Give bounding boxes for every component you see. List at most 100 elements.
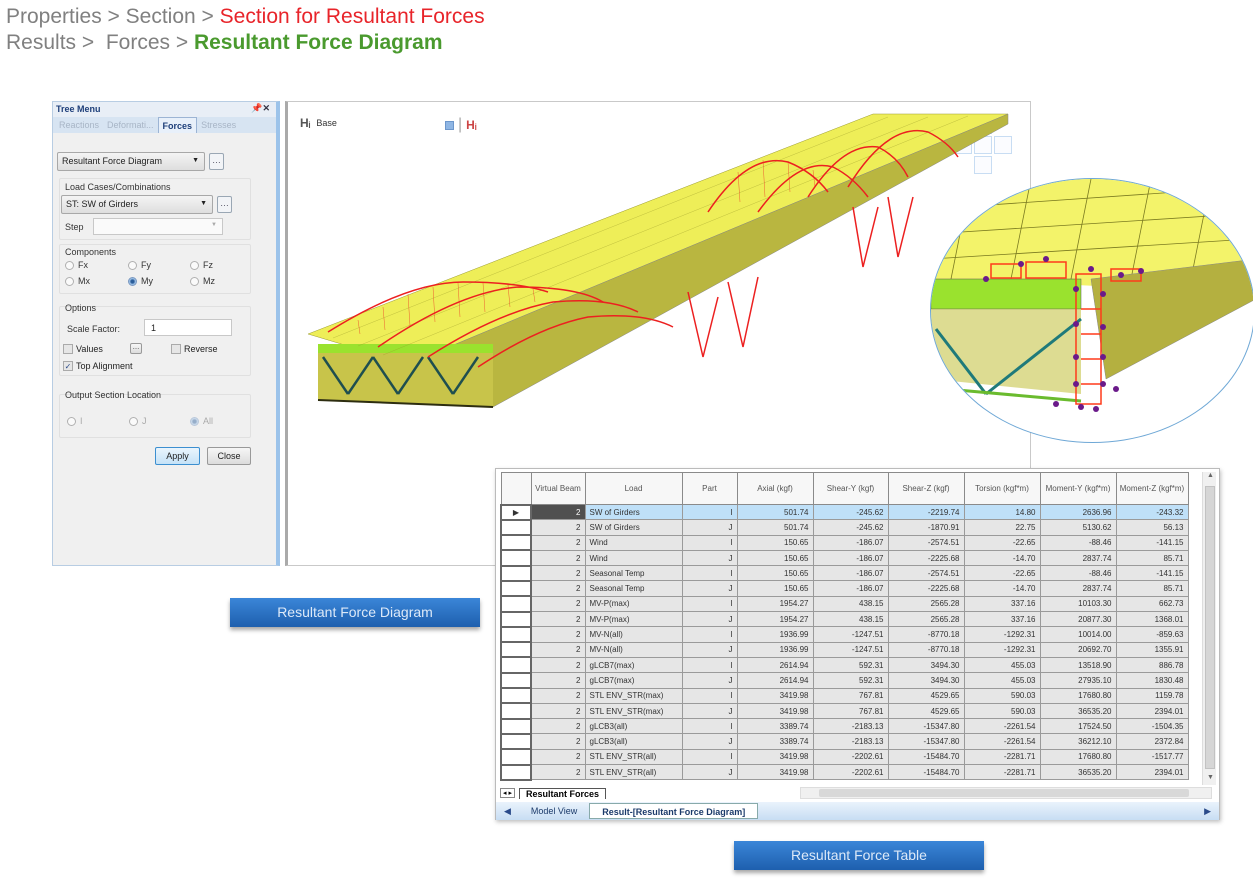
story-level-red-icon[interactable]: Hᵢ bbox=[466, 118, 477, 132]
cell-torsion[interactable]: -22.65 bbox=[963, 565, 1041, 582]
row-selector[interactable] bbox=[500, 656, 532, 674]
row-selector[interactable] bbox=[500, 763, 532, 781]
cell-part[interactable]: J bbox=[681, 580, 738, 597]
table-row[interactable]: 2 MV-P(max) J 1954.27 438.15 2565.28 337.16 208… bbox=[500, 610, 1189, 628]
cell-shear-z[interactable]: 4529.65 bbox=[887, 702, 965, 720]
table-row[interactable]: 2 gLCB7(max) J 2614.94 592.31 3494.30 455.03 27… bbox=[500, 671, 1189, 690]
cell-shear-y[interactable]: 767.81 bbox=[812, 687, 889, 704]
cell-moment-y[interactable]: 5130.62 bbox=[1039, 519, 1117, 536]
cell-load[interactable]: MV-P(max) bbox=[584, 611, 683, 628]
cell-moment-z[interactable]: 2394.01 bbox=[1115, 764, 1189, 781]
cell-shear-z[interactable]: -15484.70 bbox=[887, 748, 965, 766]
scroll-down-icon[interactable]: ▼ bbox=[1207, 774, 1214, 781]
cell-torsion[interactable]: 337.16 bbox=[963, 595, 1041, 613]
cell-virtual-beam[interactable]: 2 bbox=[530, 764, 586, 781]
cell-shear-y[interactable]: 592.31 bbox=[812, 672, 889, 689]
cell-moment-y[interactable]: 20877.30 bbox=[1039, 611, 1117, 628]
cell-torsion[interactable]: -22.65 bbox=[963, 534, 1041, 551]
row-selector[interactable] bbox=[500, 534, 532, 552]
cell-load[interactable]: STL ENV_STR(max) bbox=[584, 702, 683, 720]
cell-moment-z[interactable]: 1368.01 bbox=[1115, 611, 1189, 628]
cell-part[interactable]: J bbox=[681, 764, 738, 781]
col-torsion[interactable]: Torsion (kgf*m) bbox=[963, 472, 1041, 505]
cell-shear-z[interactable]: -8770.18 bbox=[887, 626, 965, 643]
cell-torsion[interactable]: 337.16 bbox=[963, 611, 1041, 628]
table-row[interactable]: 2 STL ENV_STR(max) I 3419.98 767.81 4529.65 59… bbox=[500, 687, 1189, 705]
cell-shear-z[interactable]: 3494.30 bbox=[887, 656, 965, 674]
row-selector[interactable] bbox=[500, 748, 532, 766]
cell-load[interactable]: SW of Girders bbox=[584, 503, 683, 521]
result-type-more-button[interactable]: … bbox=[209, 153, 224, 170]
cell-torsion[interactable]: 22.75 bbox=[963, 519, 1041, 536]
cell-axial[interactable]: 150.65 bbox=[736, 580, 814, 597]
vertical-scrollbar[interactable]: ▲ ▼ bbox=[1202, 472, 1216, 785]
cell-part[interactable]: I bbox=[681, 656, 738, 674]
col-axial[interactable]: Axial (kgf) bbox=[736, 472, 814, 505]
table-row[interactable]: 2 STL ENV_STR(max) J 3419.98 767.81 4529.65 59… bbox=[500, 702, 1189, 720]
tab-scroll-left-icon[interactable]: ◀ bbox=[504, 805, 511, 816]
cell-torsion[interactable]: -2281.71 bbox=[963, 748, 1041, 766]
cell-shear-y[interactable]: 438.15 bbox=[812, 611, 889, 628]
table-row[interactable]: 2 Seasonal Temp J 150.65 -186.07 -2225.68 -14.… bbox=[500, 579, 1189, 598]
cell-moment-y[interactable]: 17680.80 bbox=[1039, 748, 1117, 766]
story-level-icon[interactable]: Hᵢ bbox=[300, 116, 311, 130]
cell-load[interactable]: MV-P(max) bbox=[584, 595, 683, 613]
cell-virtual-beam[interactable]: 2 bbox=[530, 748, 586, 766]
table-row[interactable]: 2 STL ENV_STR(all) I 3419.98 -2202.61 -15484.… bbox=[500, 748, 1189, 766]
table-row[interactable]: 2 gLCB3(all) I 3389.74 -2183.13 -15347.80 -226… bbox=[500, 717, 1189, 735]
cell-shear-y[interactable]: -245.62 bbox=[812, 519, 889, 536]
cell-moment-z[interactable]: -243.32 bbox=[1115, 503, 1189, 521]
cell-part[interactable]: J bbox=[681, 641, 738, 658]
tab-reactions[interactable]: Reactions bbox=[59, 120, 100, 130]
cell-virtual-beam[interactable]: 2 bbox=[530, 733, 586, 750]
cell-torsion[interactable]: -14.70 bbox=[963, 580, 1041, 597]
cell-shear-y[interactable]: -186.07 bbox=[812, 534, 889, 551]
load-case-more-button[interactable]: … bbox=[217, 196, 232, 213]
cell-part[interactable]: I bbox=[681, 718, 738, 735]
cell-part[interactable]: J bbox=[681, 611, 738, 628]
cell-load[interactable]: Wind bbox=[584, 549, 683, 567]
cell-axial[interactable]: 150.65 bbox=[736, 549, 814, 567]
col-part[interactable]: Part bbox=[681, 472, 738, 505]
tab-deformations[interactable]: Deformati... bbox=[107, 120, 154, 130]
cell-shear-y[interactable]: -186.07 bbox=[812, 580, 889, 597]
cell-moment-y[interactable]: 20692.70 bbox=[1039, 641, 1117, 658]
cell-torsion[interactable]: 455.03 bbox=[963, 656, 1041, 674]
values-settings-button[interactable]: … bbox=[130, 343, 142, 354]
values-checkbox[interactable]: Values bbox=[63, 344, 103, 354]
doc-tab-model-view[interactable]: Model View bbox=[530, 806, 578, 816]
cell-moment-y[interactable]: 2837.74 bbox=[1039, 549, 1117, 567]
cell-moment-y[interactable]: -88.46 bbox=[1039, 534, 1117, 551]
table-row[interactable]: 2 MV-P(max) I 1954.27 438.15 2565.28 337.16 101… bbox=[500, 595, 1189, 613]
cell-torsion[interactable]: 590.03 bbox=[963, 702, 1041, 720]
cell-moment-z[interactable]: 2394.01 bbox=[1115, 702, 1189, 720]
cell-part[interactable]: I bbox=[681, 626, 738, 643]
cell-axial[interactable]: 1936.99 bbox=[736, 641, 814, 658]
top-alignment-checkbox[interactable]: ✓ Top Alignment bbox=[63, 361, 133, 371]
cell-load[interactable]: Seasonal Temp bbox=[584, 565, 683, 582]
cell-moment-z[interactable]: 662.73 bbox=[1115, 595, 1189, 613]
cell-virtual-beam[interactable]: 2 bbox=[530, 641, 586, 658]
cell-shear-y[interactable]: -2183.13 bbox=[812, 733, 889, 750]
cell-axial[interactable]: 501.74 bbox=[736, 503, 814, 521]
scale-factor-input[interactable]: 1 bbox=[144, 319, 232, 336]
row-selector[interactable] bbox=[500, 518, 532, 537]
cell-shear-z[interactable]: -2225.68 bbox=[887, 549, 965, 567]
radio-location-j[interactable]: J bbox=[129, 416, 147, 426]
cell-moment-z[interactable]: -1517.77 bbox=[1115, 748, 1189, 766]
cell-shear-z[interactable]: -15347.80 bbox=[887, 733, 965, 750]
cell-virtual-beam[interactable]: 2 bbox=[530, 672, 586, 689]
table-row[interactable]: 2 gLCB7(max) I 2614.94 592.31 3494.30 455.03 13… bbox=[500, 656, 1189, 674]
scroll-up-icon[interactable]: ▲ bbox=[1207, 472, 1214, 479]
cell-shear-z[interactable]: -15484.70 bbox=[887, 764, 965, 781]
row-selector[interactable] bbox=[500, 625, 532, 644]
cell-shear-z[interactable]: 2565.28 bbox=[887, 595, 965, 613]
cell-part[interactable]: I bbox=[681, 595, 738, 613]
cell-part[interactable]: J bbox=[681, 549, 738, 567]
cell-axial[interactable]: 150.65 bbox=[736, 565, 814, 582]
cell-shear-z[interactable]: -1870.91 bbox=[887, 519, 965, 536]
scrollbar-thumb[interactable] bbox=[819, 789, 1189, 797]
apply-button[interactable]: Apply bbox=[155, 447, 200, 465]
horizontal-scrollbar[interactable] bbox=[800, 787, 1212, 799]
cell-torsion[interactable]: 14.80 bbox=[963, 503, 1041, 521]
